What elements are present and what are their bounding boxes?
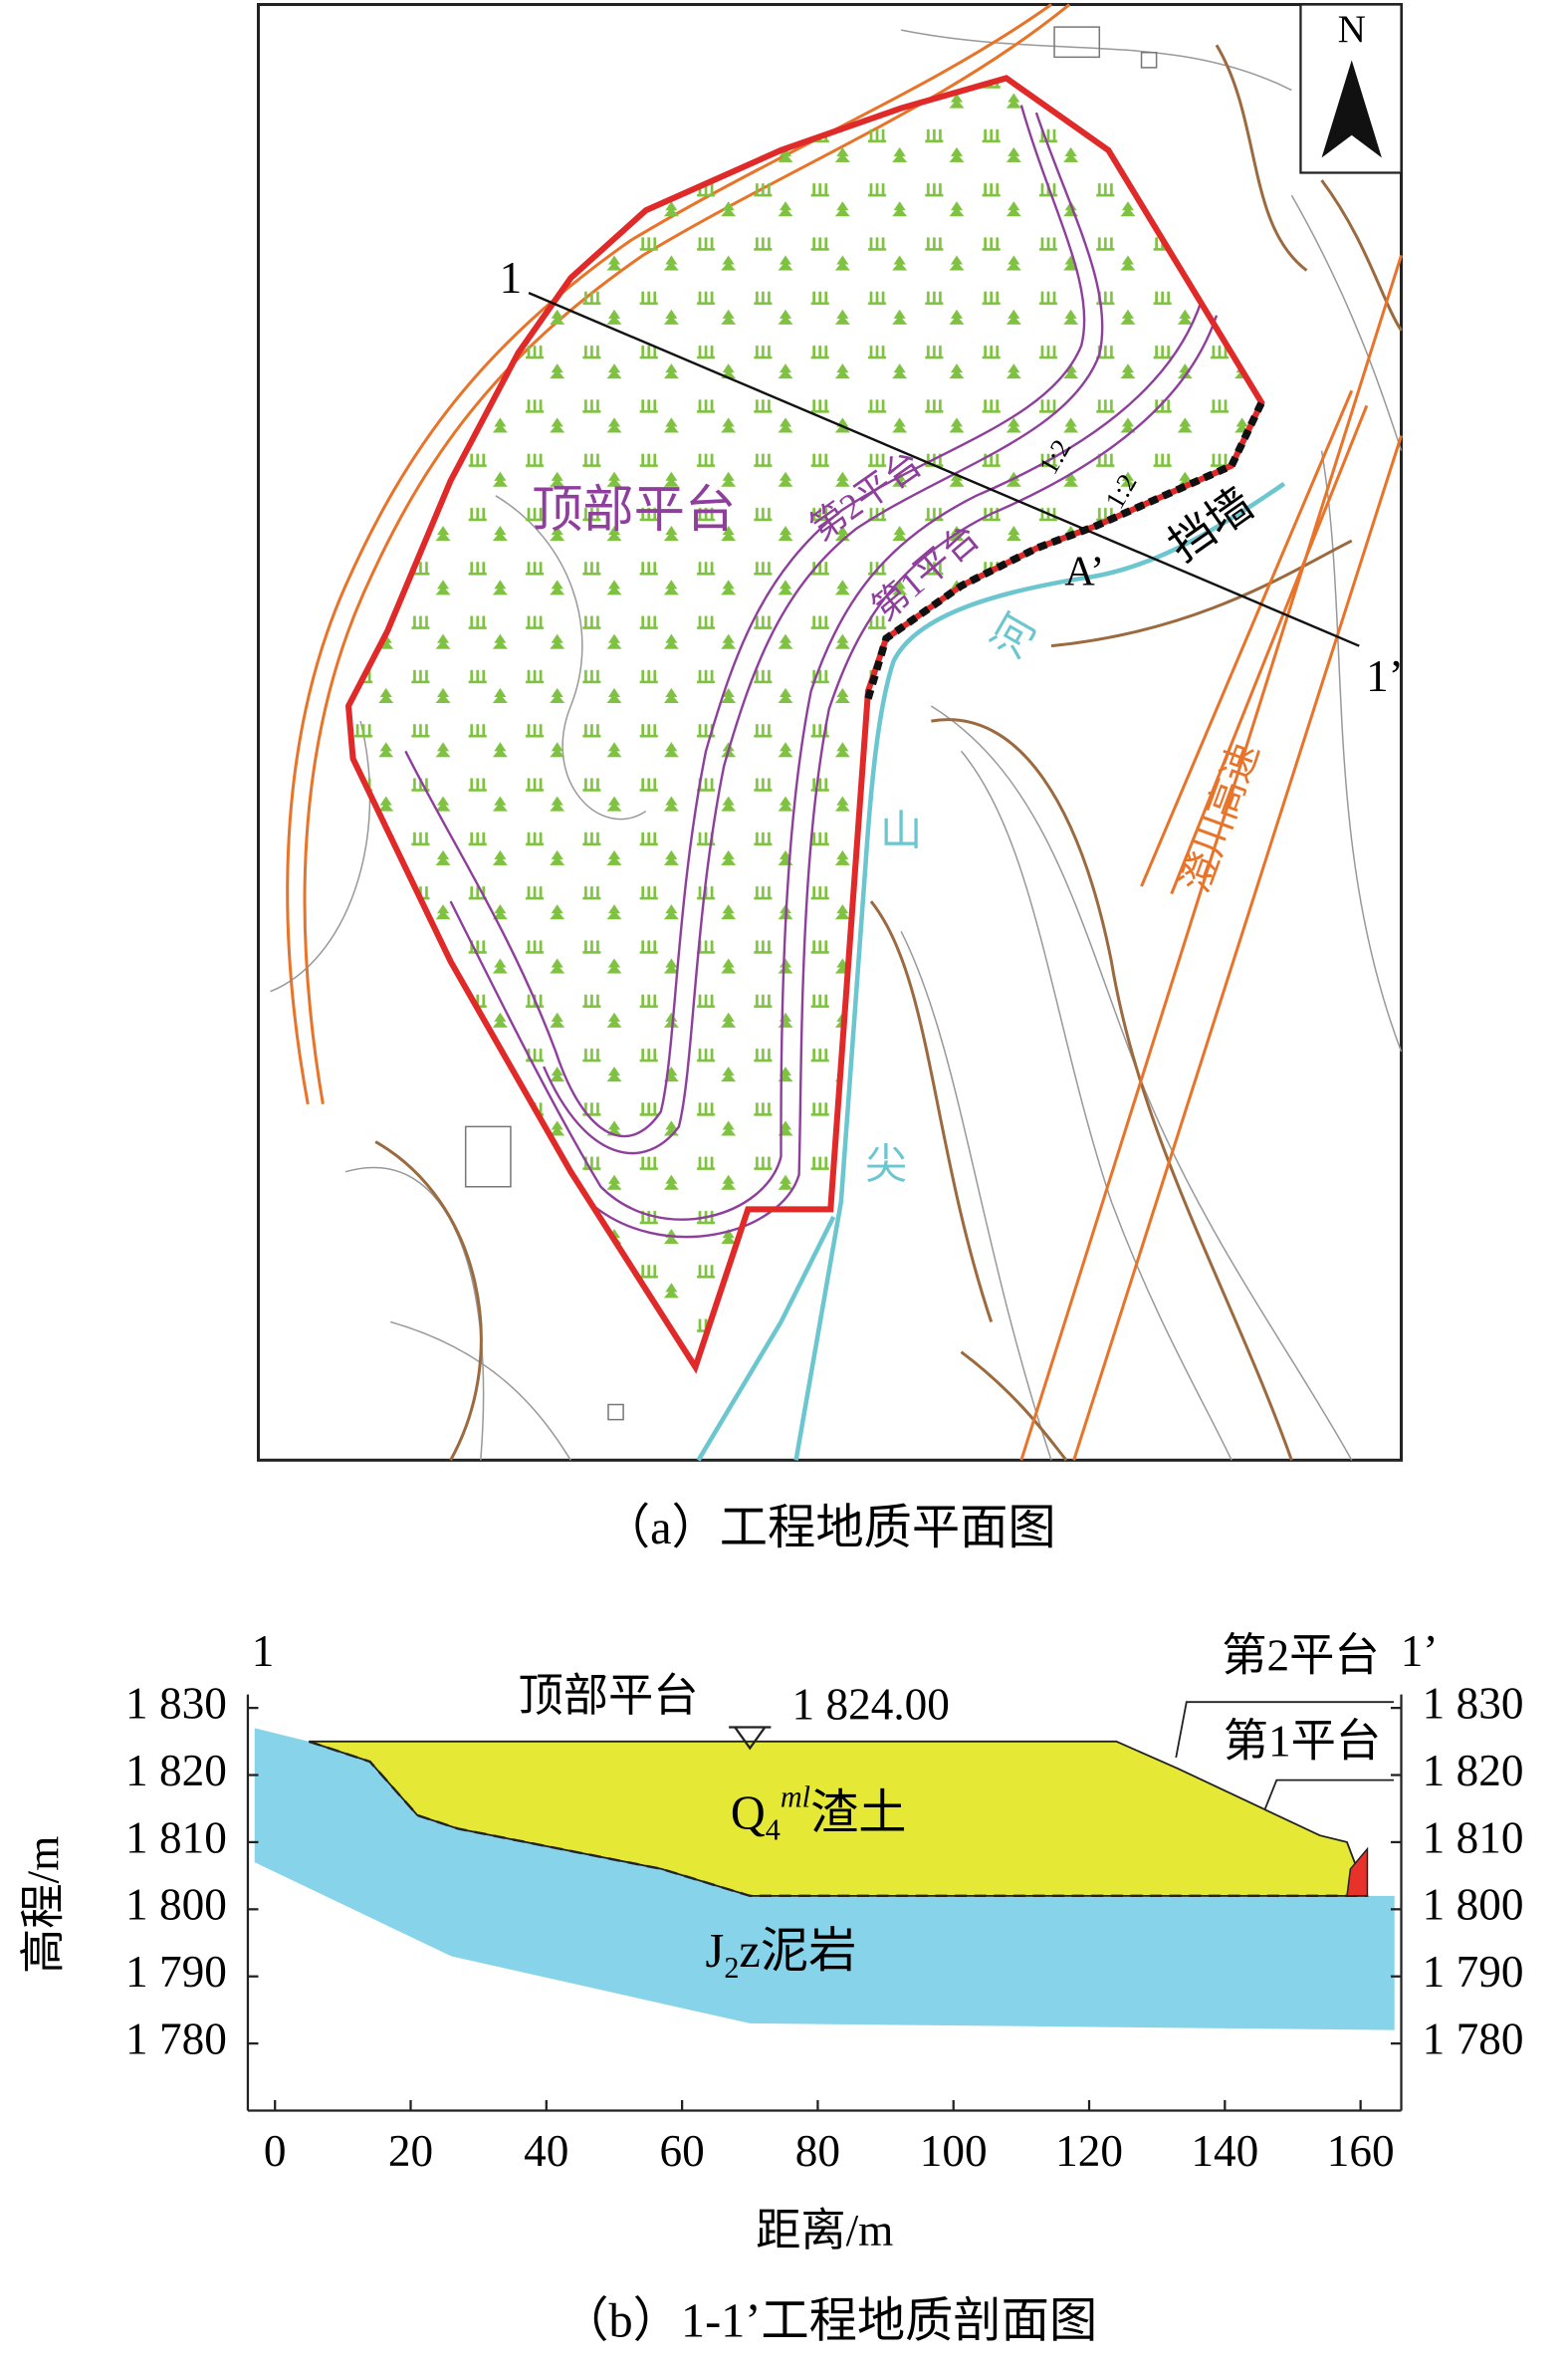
section-end: 1’ <box>1401 1626 1439 1676</box>
section-start: 1 <box>252 1626 275 1676</box>
x-tick-label: 80 <box>795 2126 840 2176</box>
layer-boundary <box>308 1740 1368 1898</box>
elevation-marker <box>729 1726 772 1751</box>
y-tick-label: 1 790 <box>125 1947 227 1997</box>
top-platform-label: 顶部平台 <box>532 482 736 539</box>
map-feature <box>696 481 1286 1462</box>
elevation-label: 1 824.00 <box>792 1680 950 1730</box>
map-feature <box>344 75 1265 1374</box>
map-feature <box>449 300 1204 1221</box>
map-feature <box>1320 450 1403 1053</box>
point-label: A’ <box>1064 548 1104 594</box>
north-label: N <box>1338 8 1366 51</box>
slag_label-label-part: ml <box>781 1779 810 1813</box>
map-feature <box>793 481 1286 1461</box>
caption: （a）工程地质平面图 <box>602 1502 1056 1554</box>
slag_label-label-part: 渣土 <box>810 1786 907 1839</box>
y-tick-label: 1 800 <box>125 1880 227 1930</box>
leader-line <box>1175 1701 1394 1811</box>
map-feature <box>374 1140 483 1462</box>
map-feature <box>696 1215 836 1462</box>
map-feature <box>587 315 1219 1239</box>
map-feature <box>1320 179 1403 332</box>
slag_label-label: Q4ml渣土 <box>731 1779 907 1846</box>
retaining-wall <box>1346 1846 1369 1897</box>
x-tick-label: 100 <box>920 2126 988 2176</box>
y-tick-label: 1 780 <box>125 2014 227 2064</box>
x-tick-label: 20 <box>388 2126 433 2176</box>
x-tick-label: 140 <box>1191 2126 1258 2176</box>
y-axis-label: 高程/m <box>19 1836 69 1974</box>
mudstone_label-label-part: z泥岩 <box>739 1925 856 1978</box>
slag_label-label-part: 4 <box>766 1812 781 1846</box>
y-tick-label: 1 810 <box>125 1812 227 1862</box>
map-feature <box>390 1320 571 1461</box>
map-feature <box>869 900 994 1323</box>
map-feature <box>404 105 1219 1239</box>
x-tick-label: 0 <box>264 2126 287 2176</box>
map-feature <box>404 105 1086 1138</box>
map-feature <box>864 400 1265 700</box>
map-feature <box>1140 389 1354 887</box>
y-tick-label: 1 780 <box>1423 2014 1524 2064</box>
y-tick-label: 1 800 <box>1423 1880 1524 1930</box>
map-feature <box>900 930 1052 1461</box>
map-feature <box>901 29 1292 92</box>
platform-label: 第1平台 <box>1224 1716 1381 1766</box>
map-feature <box>1072 435 1403 1461</box>
slag_label-label-part: Q <box>731 1786 766 1839</box>
river-label: 尖 <box>865 1141 907 1188</box>
map-feature <box>543 112 1104 1155</box>
mudstone_label-label-part: 2 <box>724 1951 739 1985</box>
y-tick-label: 1 820 <box>125 1746 227 1795</box>
section-end: 1’ <box>1366 651 1404 701</box>
map-feature <box>286 3 1052 1105</box>
mudstone-layer <box>254 1728 1395 2030</box>
map-feature <box>1290 194 1403 451</box>
map-feature <box>960 1350 1068 1462</box>
x-axis-label: 距离/m <box>756 2206 893 2255</box>
plan-map: N 1 1’ 顶部平台 第2平台 第1平台 1:2 1:2 A’ 挡墙 河 山 … <box>256 3 1404 1554</box>
mudstone_label-label-part: J <box>706 1925 725 1978</box>
map-feature <box>528 292 1360 647</box>
x-tick-label: 120 <box>1055 2126 1123 2176</box>
map-feature <box>374 44 1403 1462</box>
map-feature <box>1170 404 1369 895</box>
river-label: 山 <box>880 808 922 854</box>
cross-section: 1 1’ 顶部平台 第2平台 第1平台 高程/m 距离/m （b）1-1’工程地… <box>19 1626 1524 2348</box>
y-tick-label: 1 790 <box>1423 1947 1524 1997</box>
platform-label: 第2平台 <box>1222 1630 1379 1680</box>
map-feature <box>1215 44 1308 272</box>
y-tick-label: 1 830 <box>1423 1679 1524 1729</box>
map-feature <box>1050 539 1353 648</box>
y-tick-label: 1 810 <box>1423 1812 1524 1862</box>
x-tick-label: 60 <box>659 2126 704 2176</box>
x-tick-label: 160 <box>1327 2126 1395 2176</box>
map-feature <box>464 26 1158 1421</box>
section-start: 1 <box>500 253 523 303</box>
map-feature <box>1321 60 1382 158</box>
top-platform-label: 顶部平台 <box>518 1671 698 1721</box>
map-feature <box>960 750 1232 1461</box>
y-tick-label: 1 820 <box>1423 1746 1524 1795</box>
y-tick-label: 1 830 <box>125 1679 227 1729</box>
caption: （b）1-1’工程地质剖面图 <box>560 2294 1097 2347</box>
map-feature <box>1019 255 1403 1461</box>
map-feature <box>931 718 1293 1461</box>
x-tick-label: 40 <box>524 2126 568 2176</box>
mudstone_label-label: J2z泥岩 <box>706 1925 857 1985</box>
